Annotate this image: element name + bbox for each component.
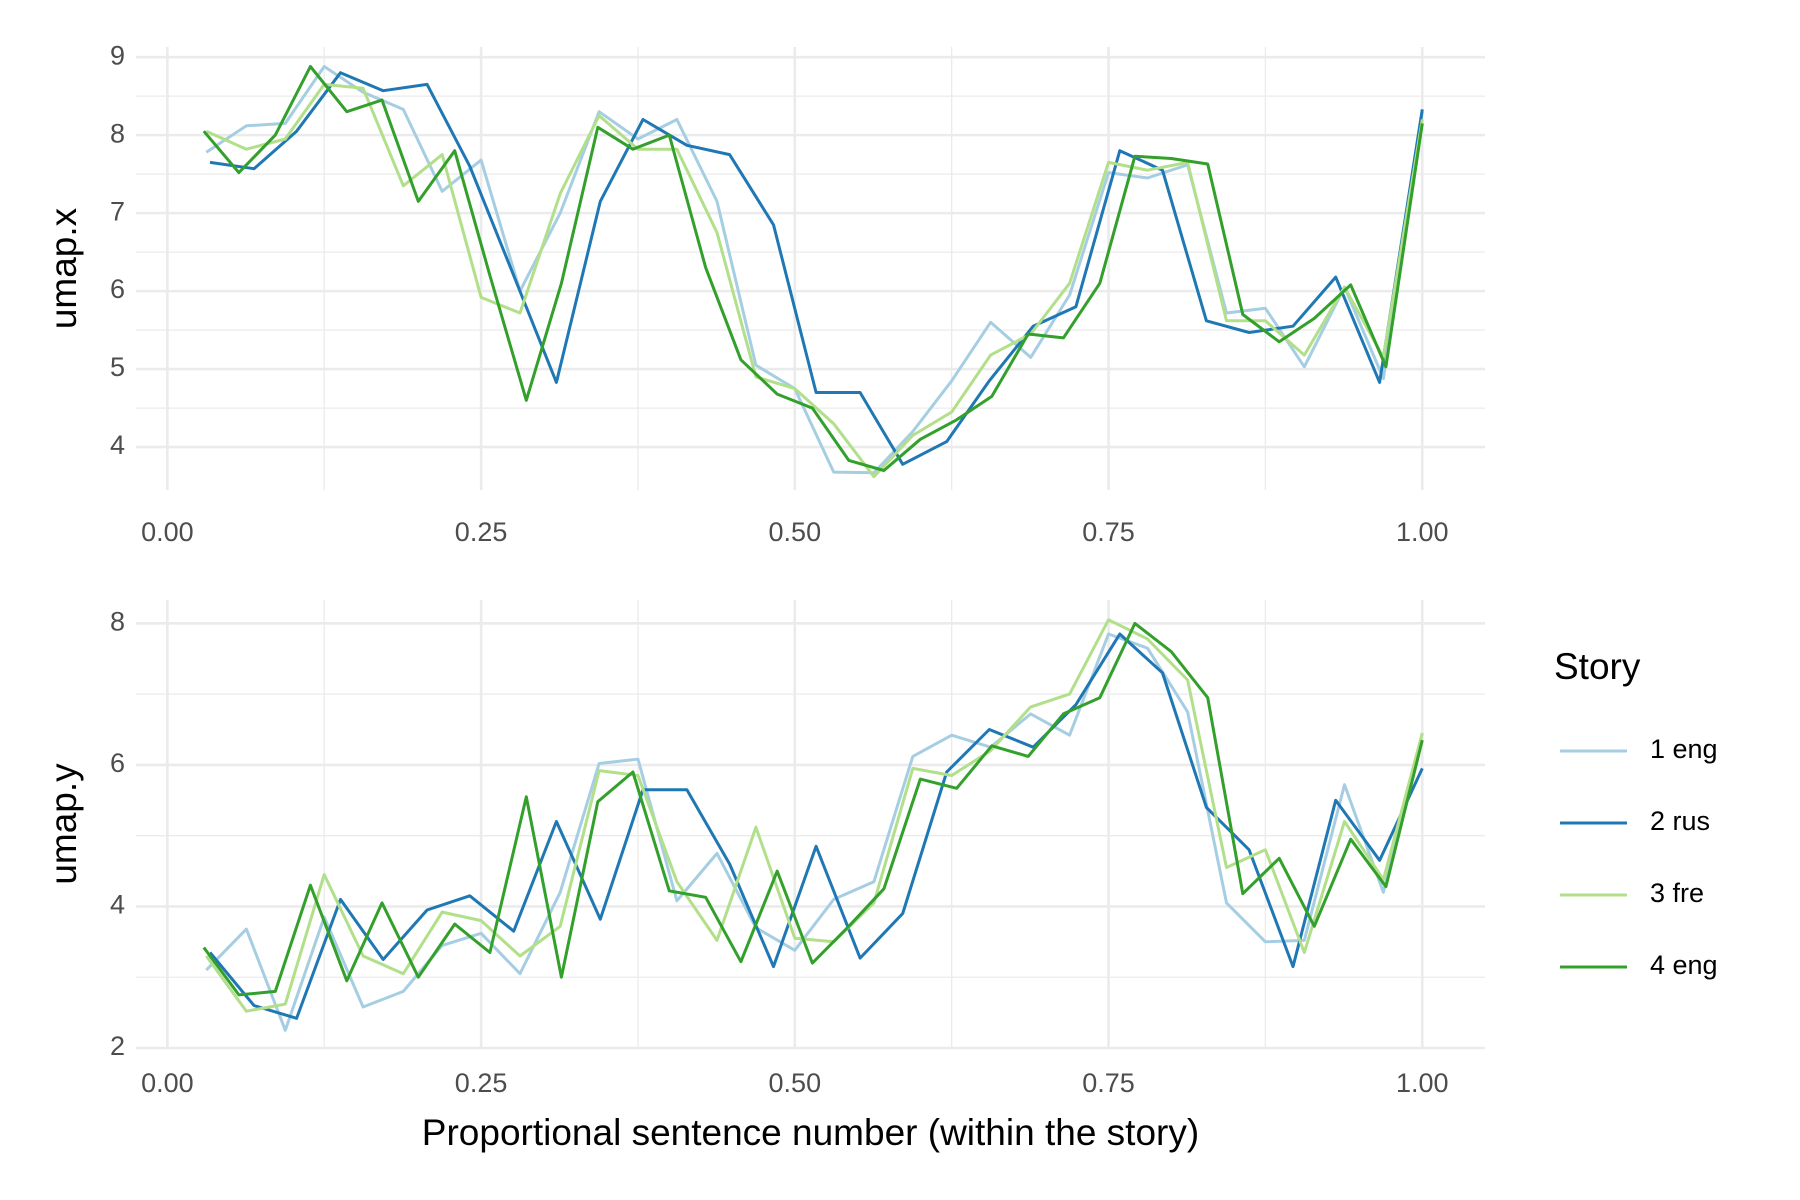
y-axis-title: umap.y: [43, 763, 84, 885]
x-tick-label: 0.25: [455, 517, 508, 547]
x-tick-label: 0.50: [769, 1068, 822, 1098]
y-axis-title: umap.x: [43, 207, 84, 329]
y-tick-label: 4: [110, 890, 125, 920]
y-tick-label: 8: [110, 118, 125, 148]
x-tick-label: 0.75: [1082, 1068, 1135, 1098]
series-line: [205, 618, 1424, 1013]
series-line: [205, 632, 1424, 1032]
series-line: [202, 65, 1424, 472]
y-tick-label: 7: [110, 196, 125, 226]
y-tick-label: 5: [110, 352, 125, 382]
legend-label: 2 rus: [1650, 806, 1710, 836]
series-line: [208, 632, 1424, 1020]
y-tick-label: 6: [110, 748, 125, 778]
y-tick-label: 2: [110, 1031, 125, 1061]
y-tick-label: 8: [110, 606, 125, 636]
x-tick-label: 1.00: [1396, 1068, 1449, 1098]
x-axis-title: Proportional sentence number (within the…: [422, 1112, 1199, 1153]
legend-label: 1 eng: [1650, 734, 1718, 764]
x-tick-label: 0.75: [1082, 517, 1135, 547]
x-tick-label: 0.25: [455, 1068, 508, 1098]
x-tick-label: 1.00: [1396, 517, 1449, 547]
legend-label: 3 fre: [1650, 878, 1704, 908]
series-line: [202, 621, 1424, 997]
y-tick-label: 6: [110, 274, 125, 304]
x-tick-label: 0.00: [141, 517, 194, 547]
x-tick-label: 0.50: [769, 517, 822, 547]
legend-label: 4 eng: [1650, 950, 1718, 980]
series-line: [209, 71, 1424, 466]
y-tick-label: 9: [110, 40, 125, 70]
series-line: [205, 82, 1424, 479]
y-tick-label: 4: [110, 430, 125, 460]
x-tick-label: 0.00: [141, 1068, 194, 1098]
legend-title: Story: [1554, 646, 1641, 687]
